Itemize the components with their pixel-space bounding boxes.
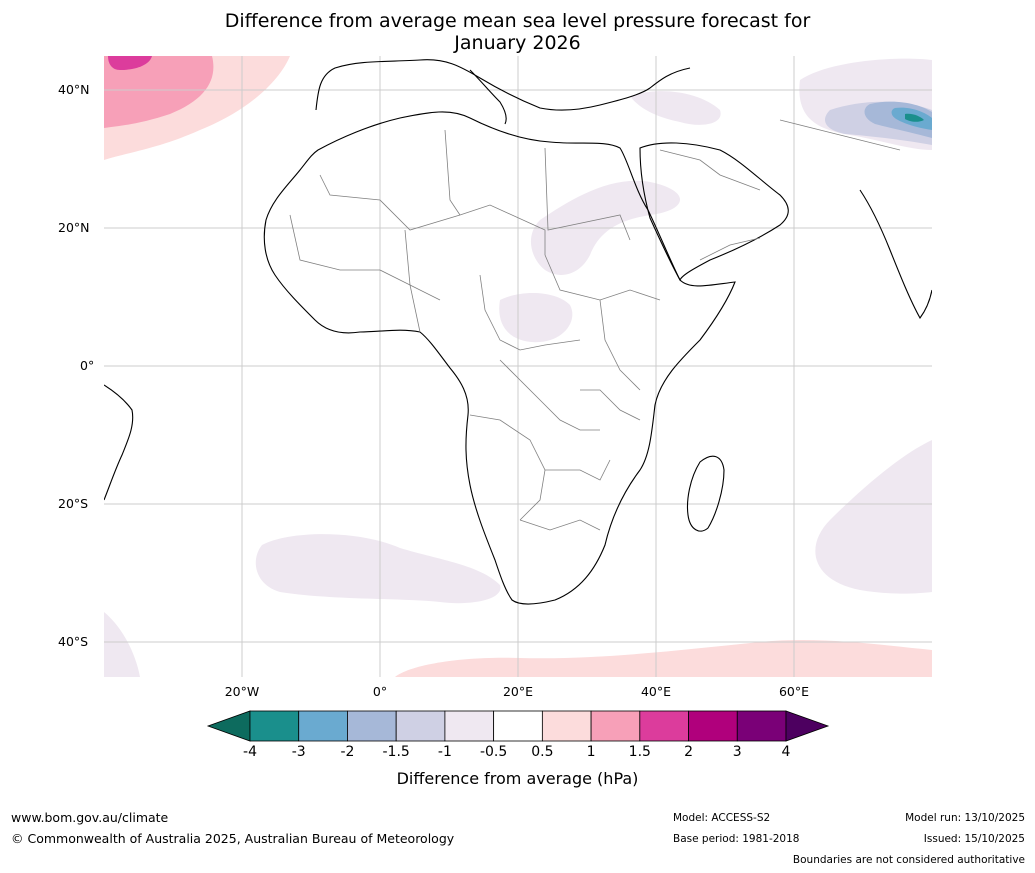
country-borders	[289, 119, 901, 531]
lat-label-20s: 20°S	[58, 496, 89, 511]
colorbar-tick-label: -0.5	[479, 744, 508, 760]
colorbar-cell	[736, 710, 787, 742]
colorbar-cell	[444, 710, 495, 742]
arabia-coastline	[639, 142, 789, 282]
anomaly-negative-southwest	[104, 612, 140, 677]
lat-label-20n: 20°N	[58, 220, 90, 235]
africa-coastline	[263, 111, 736, 605]
footer-base-period: Base period: 1981-2018	[673, 833, 800, 845]
map-title-line2: January 2026	[454, 32, 581, 54]
footer-model: Model: ACCESS-S2	[673, 812, 771, 824]
colorbar-cell	[541, 710, 592, 742]
map-title-line1: Difference from average mean sea level p…	[224, 10, 811, 32]
colorbar-cell	[298, 710, 348, 742]
lon-label-40e: 40°E	[640, 684, 672, 699]
colorbar-tick-label: 4	[781, 744, 791, 760]
colorbar-tick-label: -1	[437, 744, 452, 760]
madagascar-coastline	[686, 455, 725, 532]
colorbar-tick-label: 3	[732, 744, 742, 760]
colorbar-tick-label: -1.5	[382, 744, 410, 760]
colorbar-under-arrow	[206, 710, 251, 742]
colorbar-over-arrow	[785, 710, 830, 742]
anomaly-positive-south	[395, 640, 932, 677]
south-america-coastline	[104, 384, 134, 501]
colorbar-cell	[590, 710, 641, 742]
colorbar-cell	[639, 710, 689, 742]
colorbar-cell	[493, 710, 543, 742]
colorbar-label: Difference from average (hPa)	[396, 769, 639, 788]
india-coastline	[859, 189, 932, 320]
lon-label-20w: 20°W	[224, 684, 260, 699]
colorbar-cell	[395, 710, 446, 742]
footer-disclaimer: Boundaries are not considered authoritat…	[792, 854, 1025, 866]
colorbar-cell	[688, 710, 738, 742]
colorbar-tick-label: -3	[291, 744, 306, 760]
colorbar-tick-label: 2	[684, 744, 693, 760]
colorbar-cell	[347, 710, 397, 742]
lat-label-40n: 40°N	[58, 82, 90, 97]
lon-label-60e: 60°E	[778, 684, 810, 699]
graticule	[104, 56, 932, 677]
italy-coastline	[469, 69, 507, 125]
colorbar-cell	[249, 710, 300, 742]
footer-issued: Issued: 15/10/2025	[923, 833, 1025, 845]
colorbar-tick-label: 1	[586, 744, 596, 760]
lat-label-40s: 40°S	[58, 634, 89, 649]
lon-label-20e: 20°E	[502, 684, 534, 699]
footer-website: www.bom.gov.au/climate	[11, 810, 169, 825]
colorbar-tick-label: -4	[243, 744, 257, 760]
footer-copyright: © Commonwealth of Australia 2025, Austra…	[11, 831, 455, 846]
colorbar-tick-label: -2	[340, 744, 355, 760]
colorbar-cells	[249, 710, 787, 742]
anomaly-negative-indian-ocean	[815, 440, 932, 594]
map-title: Difference from average mean sea level p…	[0, 10, 1035, 54]
colorbar-tick-label: 0.5	[531, 744, 554, 760]
anomaly-negative-mediterranean	[630, 91, 721, 125]
footer-model-run: Model run: 13/10/2025	[905, 812, 1025, 824]
anomaly-negative-south-atlantic	[255, 534, 501, 604]
anomaly-positive-nw-medium	[104, 56, 214, 128]
europe-coastline	[315, 59, 691, 111]
lon-label-0: 0°	[372, 684, 388, 699]
anomaly-positive-nw-strong	[108, 56, 152, 70]
lat-label-0: 0°	[80, 358, 95, 373]
anomaly-negative-asia-core	[905, 113, 924, 122]
colorbar-tick-label: 1.5	[628, 744, 651, 760]
